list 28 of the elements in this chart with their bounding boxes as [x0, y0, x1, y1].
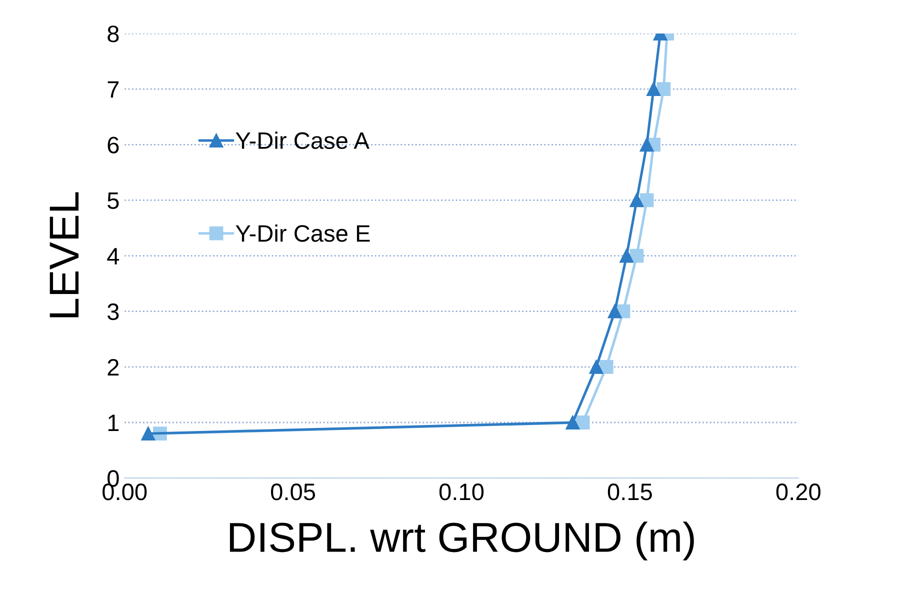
y-tick-label: 6	[108, 136, 119, 154]
point	[656, 82, 671, 96]
point	[630, 248, 644, 263]
x-tick-label: 0.20	[776, 484, 820, 500]
point	[599, 360, 614, 374]
point	[646, 82, 660, 96]
y-tick-label: 2	[108, 358, 119, 376]
legend-label: Y-Dir Case E	[236, 224, 370, 242]
point	[608, 304, 622, 318]
y-tick-label: 8	[108, 26, 119, 42]
point	[620, 248, 634, 263]
point	[566, 416, 580, 430]
x-axis-title: DISPL. wrt GROUND (m)	[230, 522, 694, 560]
y-tick-label: 7	[108, 81, 119, 98]
point	[589, 360, 604, 374]
x-tick-label: 0.05	[271, 484, 316, 500]
point	[630, 193, 644, 208]
y-axis-title: LEVEL	[50, 192, 79, 318]
y-tick-label: 3	[108, 303, 119, 320]
point	[141, 426, 156, 441]
point	[576, 416, 590, 430]
legend-label: Y-Dir Case A	[236, 132, 370, 150]
x-tick-label: 0.15	[608, 484, 652, 500]
y-tick-label: 5	[108, 192, 119, 209]
y-tick-label: 1	[108, 414, 119, 432]
y-tick-label: 4	[107, 248, 120, 264]
point	[640, 138, 654, 152]
x-tick-label: 0.10	[439, 484, 484, 500]
